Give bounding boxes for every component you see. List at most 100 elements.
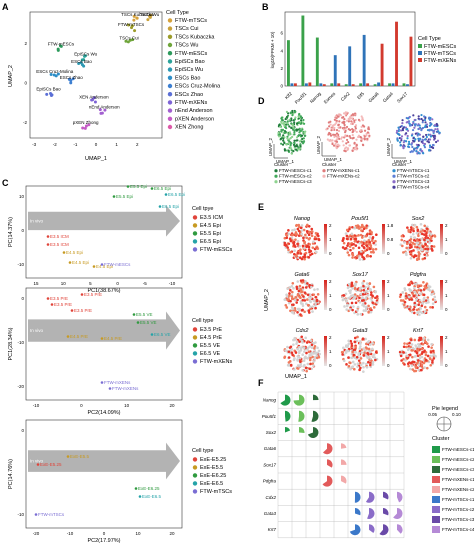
panel-d-cell [361, 119, 365, 122]
panel-f-cluster-item: FTW-mTSCs-c1 [442, 497, 474, 502]
panel-e-cell [419, 284, 423, 287]
panel-d-cell [430, 128, 433, 132]
panel-c-plot: In vivo E3.5 ICM E3.5 ICM E4.5 Epi E4.5 Epi E… [8, 184, 233, 294]
panel-e-cell [402, 251, 405, 254]
panel-e-cell [291, 307, 294, 311]
panel-a-legend-swatch [167, 83, 173, 89]
panel-e-cell [311, 362, 315, 365]
panel-d-cell [303, 122, 306, 125]
panel-d-cell [421, 119, 425, 122]
panel-d-cell [402, 141, 405, 144]
panel-e-cell [362, 279, 366, 283]
panel-e-cell [283, 298, 287, 301]
panel-e-cell [304, 366, 308, 370]
panel-e-cell [348, 227, 351, 231]
panel-e-cell [345, 363, 348, 366]
panel-d-cell [293, 118, 297, 121]
panel-d-cell [333, 126, 336, 130]
panel-c-point-label: E3.5 PrE [54, 302, 72, 307]
panel-e-cell [362, 304, 366, 308]
panel-e-cell [298, 364, 302, 368]
panel-c-xtick: 0 [103, 531, 106, 536]
panel-c-ytick: 0 [21, 296, 24, 301]
panel-e-cell [354, 244, 358, 247]
panel-d-cell [290, 149, 293, 152]
panel-a-point-label: XEN Anderson [79, 95, 109, 100]
panel-e-cell [312, 299, 316, 303]
panel-e-cell [293, 252, 296, 256]
panel-e-cell [348, 242, 352, 246]
panel-e-cell [351, 256, 354, 259]
panel-f-pie [298, 410, 305, 422]
panel-d-cell [333, 133, 337, 136]
panel-d-cell [348, 135, 351, 138]
panel-c-point-label: E3.5 PrE [84, 292, 102, 297]
panel-d-cell [284, 117, 287, 121]
panel-e-cell [412, 308, 416, 311]
panel-e-cell [341, 298, 345, 302]
panel-e-cell [428, 289, 432, 292]
panel-e-cell [351, 350, 355, 354]
panel-e-cell [306, 362, 310, 366]
panel-a-legend-swatch [167, 100, 173, 105]
panel-e-cell [309, 362, 312, 366]
panel-c-point [62, 251, 66, 254]
panel-a-point [90, 98, 94, 102]
panel-e-cell [343, 305, 346, 308]
panel-e-cell [353, 286, 357, 290]
panel-e-cell [418, 244, 422, 248]
panel-b-bar [377, 82, 381, 86]
panel-d-legend-swatch [322, 174, 326, 178]
panel-e-cell [368, 236, 372, 239]
panel-a-legend-item: TSCs Cui [175, 26, 199, 32]
panel-d-cell [347, 140, 350, 144]
panel-d-cell [336, 143, 340, 146]
panel-d-cell [407, 145, 410, 148]
panel-e-cell [299, 313, 302, 316]
panel-a-xtick: -1 [73, 142, 77, 147]
panel-d-cell [354, 127, 357, 130]
panel-e-colorbar-min: 0 [445, 363, 448, 368]
panel-e-cell [287, 229, 290, 232]
panel-e-cell [358, 340, 362, 343]
panel-f-cluster-swatch [432, 476, 440, 483]
panel-d-cell [343, 123, 346, 127]
panel-e-cell [419, 336, 423, 340]
panel-f-cluster-item: FTW-mTSCs-c3 [442, 517, 474, 522]
panel-f-cluster-item: FTW-mTSCs-c2 [442, 507, 474, 512]
panel-c-point-label: ExE-E5.5 [70, 454, 90, 459]
panel-e-cell [422, 361, 426, 365]
panel-e-cell [351, 235, 355, 238]
panel-e-cell [425, 232, 428, 235]
panel-e-cell [301, 353, 305, 357]
panel-e-cell [297, 229, 301, 233]
panel-e-cell [365, 365, 369, 369]
panel-e-cell [346, 237, 349, 241]
panel-d-cell [420, 113, 423, 117]
panel-e-cell [371, 236, 375, 239]
panel-d-cell [404, 140, 408, 143]
panel-e-cell [291, 233, 294, 237]
panel-c-point [100, 337, 104, 340]
panel-e-cell [409, 345, 412, 349]
panel-e-cell [358, 296, 361, 300]
panel-d-cell [401, 119, 404, 122]
panel-d-cell [420, 140, 423, 143]
panel-c-legend-item: ExE-E5.5 [200, 465, 223, 471]
panel-e-cell [419, 360, 423, 364]
panel-e-cell [290, 347, 294, 351]
panel-d-cell [341, 121, 344, 124]
panel-e-cell [374, 350, 378, 354]
panel-e-cell [413, 301, 417, 305]
panel-d-cell [346, 134, 349, 137]
panel-f-gene-label: Sox2 [266, 430, 277, 435]
panel-d-cell [337, 129, 341, 133]
panel-a-point [148, 14, 152, 18]
panel-b-legend-title: Cell Type [418, 36, 441, 42]
panel-a-point [59, 44, 63, 48]
panel-e-colorbar-mid: 0.8 [387, 237, 394, 242]
panel-e-cell [288, 292, 291, 295]
panel-e-colorbar-max: 2 [387, 335, 390, 340]
panel-e-cell [303, 299, 307, 302]
